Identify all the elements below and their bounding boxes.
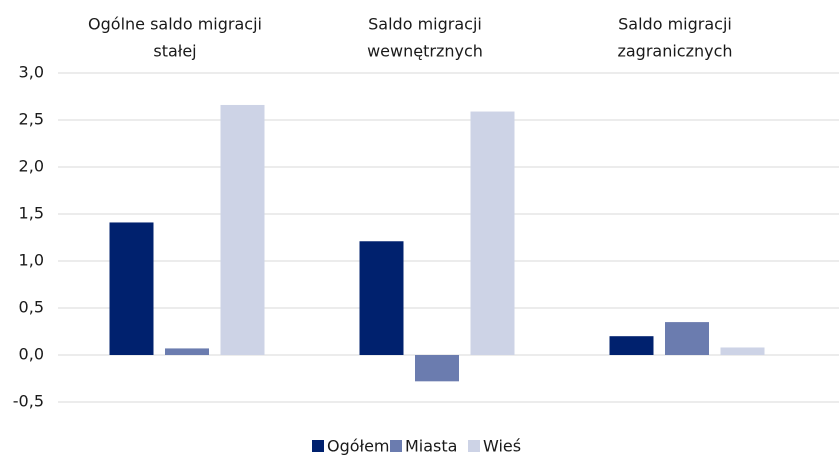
bar [609, 336, 654, 355]
bar [665, 322, 709, 355]
legend-label: Wieś [483, 437, 521, 456]
y-tick-label: 1,5 [19, 204, 44, 223]
y-tick-label: 3,0 [19, 63, 44, 82]
legend-swatch [312, 440, 324, 452]
legend-label: Ogółem [327, 437, 390, 456]
category-label: stałej [153, 42, 196, 61]
bar [720, 347, 765, 355]
y-tick-label: -0,5 [13, 392, 44, 411]
category-label: Saldo migracji [368, 15, 482, 34]
category-label: zagranicznych [617, 42, 732, 61]
y-tick-label: 1,0 [19, 251, 44, 270]
legend-swatch [468, 440, 480, 452]
bar [220, 104, 265, 356]
legend-label: Miasta [405, 437, 457, 456]
category-label: Ogólne saldo migracji [88, 15, 262, 34]
category-label: Saldo migracji [618, 15, 732, 34]
y-tick-label: 2,0 [19, 157, 44, 176]
y-tick-label: 0,0 [19, 345, 44, 364]
bar [165, 348, 209, 355]
bar [415, 355, 459, 382]
legend-swatch [390, 440, 402, 452]
category-label: wewnętrznych [367, 42, 483, 61]
y-tick-label: 2,5 [19, 110, 44, 129]
bar [359, 241, 404, 355]
bar [109, 222, 154, 355]
y-tick-label: 0,5 [19, 298, 44, 317]
bar [470, 111, 515, 355]
